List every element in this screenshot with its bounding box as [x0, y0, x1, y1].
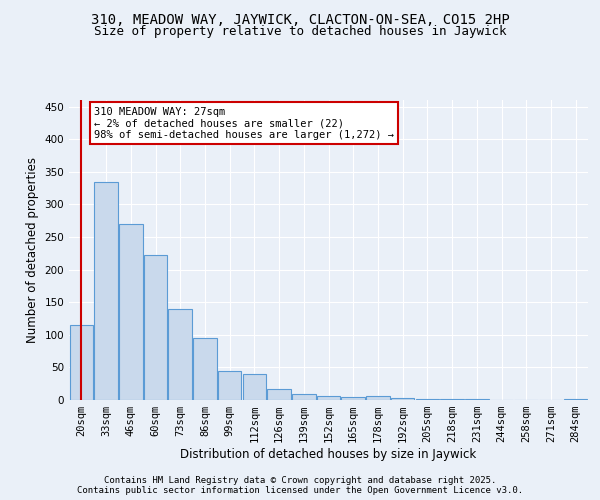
X-axis label: Distribution of detached houses by size in Jaywick: Distribution of detached houses by size … [181, 448, 476, 461]
Bar [341, 396, 365, 400]
Bar [144, 255, 167, 400]
Bar [94, 182, 118, 400]
Text: Contains HM Land Registry data © Crown copyright and database right 2025.: Contains HM Land Registry data © Crown c… [104, 476, 496, 485]
Bar [242, 374, 266, 400]
Bar [366, 396, 389, 400]
Bar [70, 325, 93, 400]
Text: Contains public sector information licensed under the Open Government Licence v3: Contains public sector information licen… [77, 486, 523, 495]
Bar [317, 396, 340, 400]
Bar [169, 308, 192, 400]
Text: 310 MEADOW WAY: 27sqm
← 2% of detached houses are smaller (22)
98% of semi-detac: 310 MEADOW WAY: 27sqm ← 2% of detached h… [94, 106, 394, 140]
Bar [119, 224, 143, 400]
Text: Size of property relative to detached houses in Jaywick: Size of property relative to detached ho… [94, 25, 506, 38]
Bar [292, 394, 316, 400]
Bar [193, 338, 217, 400]
Bar [268, 389, 291, 400]
Y-axis label: Number of detached properties: Number of detached properties [26, 157, 39, 343]
Text: 310, MEADOW WAY, JAYWICK, CLACTON-ON-SEA, CO15 2HP: 310, MEADOW WAY, JAYWICK, CLACTON-ON-SEA… [91, 12, 509, 26]
Bar [391, 398, 415, 400]
Bar [218, 370, 241, 400]
Bar [416, 398, 439, 400]
